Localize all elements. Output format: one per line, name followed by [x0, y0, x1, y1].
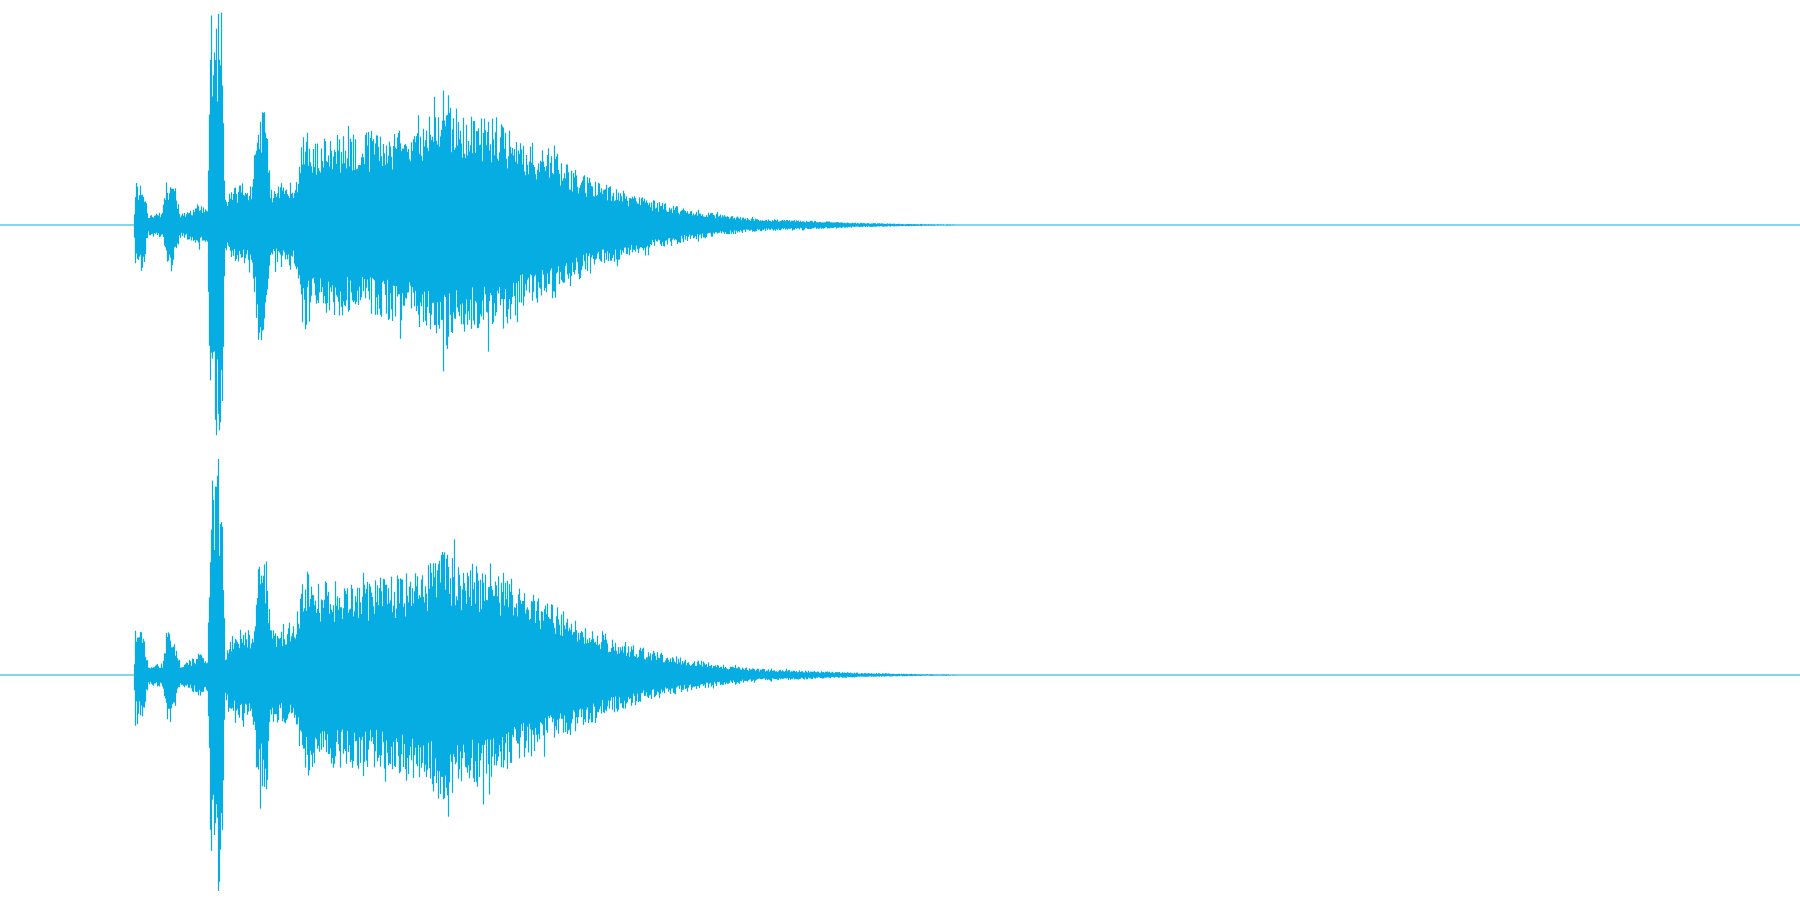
channel-left-peaks: [133, 12, 971, 436]
channel-right-waveform: [0, 459, 1800, 891]
channel-right-peaks: [133, 459, 978, 891]
channel-left-waveform: [0, 12, 1800, 436]
